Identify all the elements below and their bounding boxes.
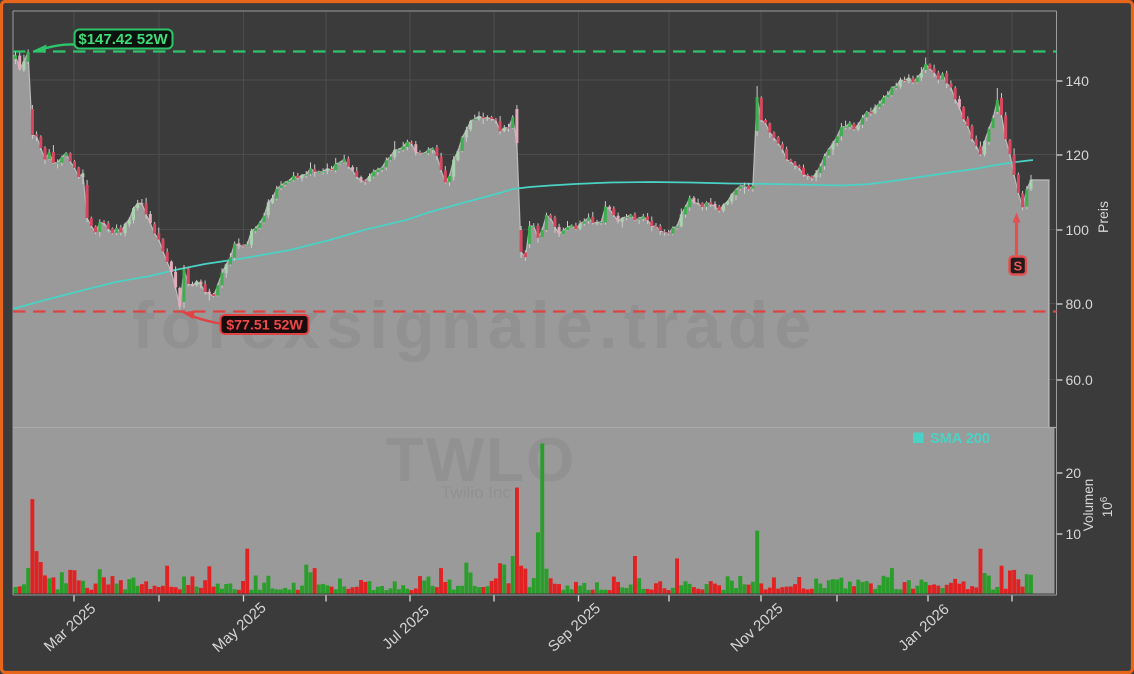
svg-text:20: 20 (1066, 465, 1082, 481)
svg-text:120: 120 (1066, 147, 1090, 163)
svg-text:60.0: 60.0 (1066, 372, 1093, 388)
svg-text:SMA 200: SMA 200 (930, 431, 990, 447)
svg-text:Volumen: Volumen (1081, 479, 1096, 532)
svg-text:10: 10 (1066, 526, 1082, 542)
svg-text:140: 140 (1066, 73, 1090, 89)
svg-text:100: 100 (1066, 222, 1090, 238)
svg-text:Twilio Inc: Twilio Inc (441, 483, 511, 502)
svg-text:Preis: Preis (1095, 201, 1111, 233)
svg-text:S: S (1013, 259, 1022, 274)
svg-text:80.0: 80.0 (1066, 296, 1093, 312)
svg-text:$147.42 52W: $147.42 52W (78, 31, 168, 48)
svg-text:$77.51 52W: $77.51 52W (226, 318, 303, 334)
